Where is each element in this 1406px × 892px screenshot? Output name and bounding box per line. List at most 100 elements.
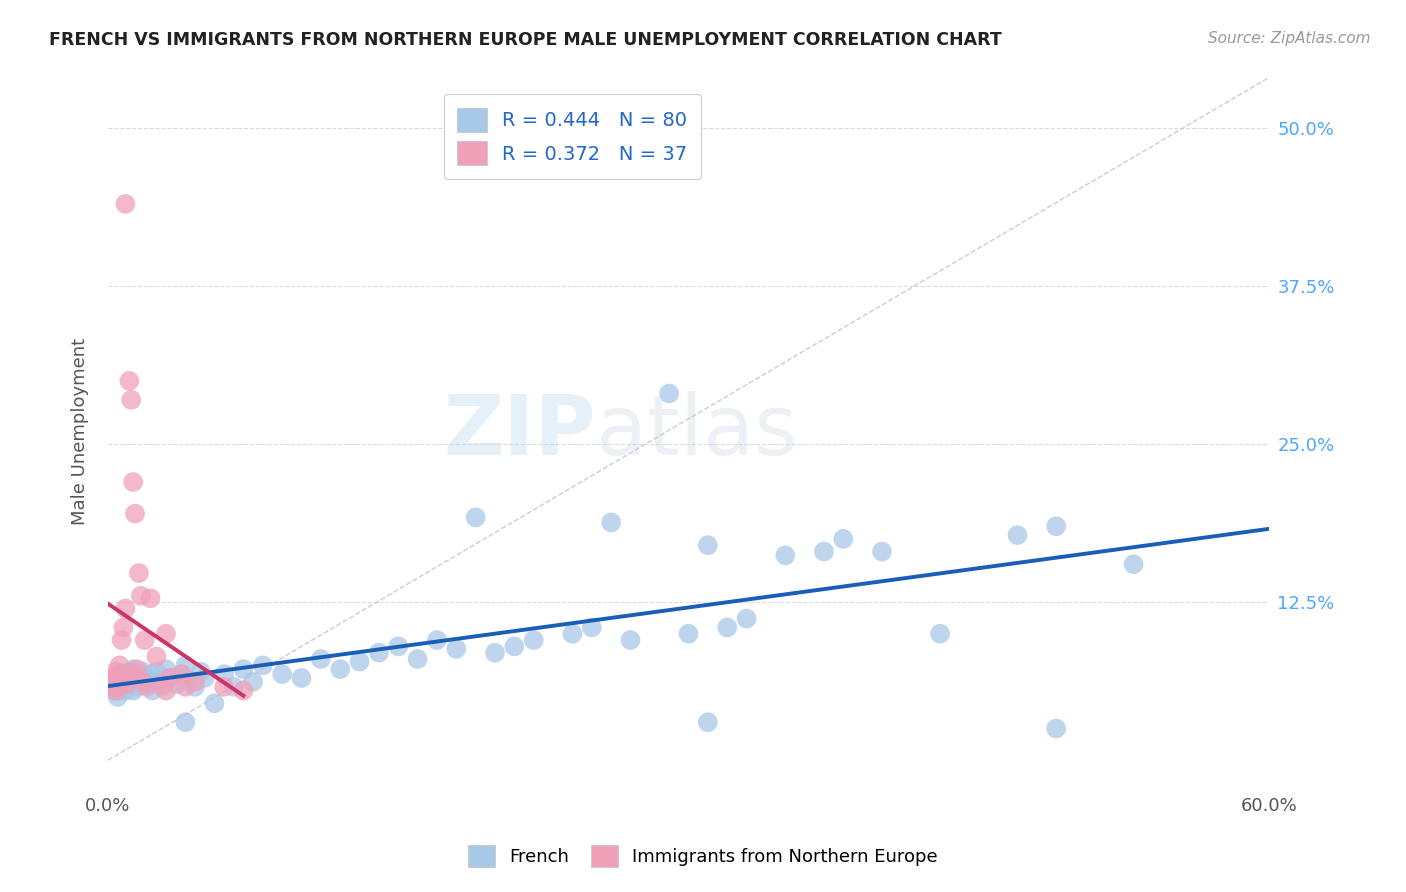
- Point: [190, 665, 212, 679]
- Point: [128, 566, 150, 580]
- Point: [103, 680, 125, 694]
- Point: [165, 677, 187, 691]
- Point: [110, 674, 132, 689]
- Point: [446, 641, 468, 656]
- Point: [124, 507, 146, 521]
- Point: [107, 674, 129, 689]
- Point: [125, 680, 148, 694]
- Point: [107, 674, 129, 689]
- Point: [117, 680, 139, 694]
- Legend: R = 0.444   N = 80, R = 0.372   N = 37: R = 0.444 N = 80, R = 0.372 N = 37: [444, 95, 702, 178]
- Point: [271, 667, 294, 681]
- Point: [155, 626, 177, 640]
- Point: [141, 683, 163, 698]
- Point: [114, 667, 136, 681]
- Point: [658, 386, 681, 401]
- Point: [503, 640, 526, 654]
- Point: [174, 715, 197, 730]
- Point: [212, 680, 235, 694]
- Point: [103, 680, 125, 694]
- Point: [329, 662, 352, 676]
- Point: [242, 674, 264, 689]
- Point: [159, 671, 181, 685]
- Text: ZIP: ZIP: [443, 391, 596, 472]
- Point: [484, 646, 506, 660]
- Point: [110, 677, 132, 691]
- Point: [561, 626, 583, 640]
- Point: [716, 620, 738, 634]
- Point: [232, 662, 254, 676]
- Point: [125, 662, 148, 676]
- Point: [112, 671, 135, 685]
- Point: [194, 671, 217, 685]
- Point: [101, 677, 124, 691]
- Point: [252, 658, 274, 673]
- Point: [129, 674, 152, 689]
- Point: [139, 667, 162, 681]
- Point: [212, 667, 235, 681]
- Point: [104, 671, 127, 685]
- Point: [204, 696, 226, 710]
- Point: [678, 626, 700, 640]
- Point: [155, 683, 177, 698]
- Point: [1122, 558, 1144, 572]
- Point: [124, 671, 146, 685]
- Point: [148, 674, 170, 689]
- Point: [117, 674, 139, 689]
- Point: [696, 715, 718, 730]
- Point: [174, 680, 197, 694]
- Point: [112, 677, 135, 691]
- Point: [159, 671, 181, 685]
- Point: [135, 680, 157, 694]
- Text: atlas: atlas: [596, 391, 797, 472]
- Point: [1045, 519, 1067, 533]
- Point: [170, 667, 193, 681]
- Point: [179, 674, 201, 689]
- Point: [132, 665, 155, 679]
- Point: [112, 620, 135, 634]
- Point: [114, 197, 136, 211]
- Point: [110, 680, 132, 694]
- Point: [108, 677, 131, 691]
- Point: [108, 667, 131, 681]
- Point: [150, 680, 173, 694]
- Point: [101, 677, 124, 691]
- Point: [523, 633, 546, 648]
- Point: [120, 677, 142, 691]
- Point: [108, 658, 131, 673]
- Point: [170, 667, 193, 681]
- Point: [145, 665, 167, 679]
- Point: [122, 667, 145, 681]
- Point: [406, 652, 429, 666]
- Point: [135, 671, 157, 685]
- Point: [104, 683, 127, 698]
- Point: [174, 658, 197, 673]
- Point: [103, 671, 125, 685]
- Point: [184, 680, 207, 694]
- Point: [232, 683, 254, 698]
- Point: [107, 680, 129, 694]
- Point: [735, 611, 758, 625]
- Point: [139, 591, 162, 606]
- Point: [813, 544, 835, 558]
- Y-axis label: Male Unemployment: Male Unemployment: [72, 338, 89, 525]
- Point: [349, 655, 371, 669]
- Point: [309, 652, 332, 666]
- Point: [122, 475, 145, 489]
- Point: [464, 510, 486, 524]
- Point: [117, 677, 139, 691]
- Point: [696, 538, 718, 552]
- Point: [104, 680, 127, 694]
- Point: [600, 516, 623, 530]
- Point: [134, 633, 156, 648]
- Point: [184, 674, 207, 689]
- Point: [107, 690, 129, 704]
- Point: [128, 667, 150, 681]
- Text: Source: ZipAtlas.com: Source: ZipAtlas.com: [1208, 31, 1371, 46]
- Point: [870, 544, 893, 558]
- Point: [107, 667, 129, 681]
- Point: [118, 374, 141, 388]
- Point: [929, 626, 952, 640]
- Point: [150, 677, 173, 691]
- Point: [387, 640, 409, 654]
